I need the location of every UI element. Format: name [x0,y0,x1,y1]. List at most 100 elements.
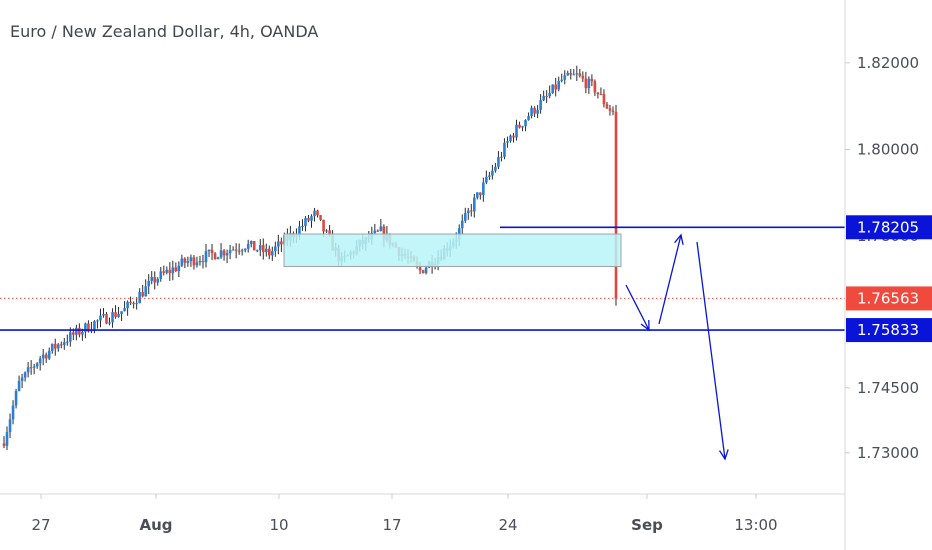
candle [584,71,588,94]
candle [557,76,561,92]
time-tick-label: Sep [631,516,663,534]
candle [207,249,211,258]
candle [536,105,539,119]
candle-body [460,220,464,229]
candle [608,105,612,116]
time-axis[interactable]: 27 Aug 10 17 24 Sep 13:00 [31,494,778,534]
candle [213,252,217,260]
candle [512,133,515,143]
candle [466,207,470,220]
candle [35,362,39,369]
candle-body [506,141,509,143]
candle-body [313,210,316,217]
candle [222,248,226,261]
candle [313,207,316,222]
candle [162,265,166,276]
candle [183,257,187,268]
candle-body [491,170,494,176]
candle-body [590,78,594,82]
candle-body [509,135,512,142]
candle [246,239,250,253]
candle [301,219,304,231]
candle-body [503,142,506,157]
candle-body [304,218,307,227]
candle-body [234,249,238,251]
candle [274,241,277,257]
candle [599,87,603,95]
candle [539,94,542,114]
candle [192,254,196,270]
candle [201,255,205,269]
candle-body [228,250,232,254]
supply-demand-zone[interactable] [283,233,622,267]
candle-body [319,215,322,220]
candle-body [274,246,277,252]
candle-body [168,269,172,274]
candle [602,89,606,108]
candle-body [11,405,15,420]
support-price-tag[interactable]: 1.75833 [846,318,932,343]
price-axis[interactable]: 1.820001.800001.780001.765001.745001.730… [845,54,932,462]
candle-body [469,210,473,212]
candle [168,262,172,281]
candle-body [240,250,244,252]
candle [59,341,63,349]
candle [566,70,570,76]
candle [108,317,111,326]
candle-body [518,124,521,128]
candle-body [237,250,241,252]
candle [527,112,530,121]
price-tick-label: 1.74500 [857,379,919,397]
candle [605,101,609,109]
candle-body [38,358,42,364]
candle-body [599,93,603,95]
candle-body [222,250,226,256]
candle-body [2,443,6,446]
projection-arrow-down[interactable] [625,284,650,332]
candle-body [268,248,271,256]
current-price-tag[interactable]: 1.76563 [846,286,932,311]
candle-body [500,156,503,158]
candle-body [533,107,536,114]
svg-text:1.75833: 1.75833 [857,321,919,339]
projection-arrow-final-down[interactable] [696,241,729,461]
candle [195,256,199,268]
resistance-price-tag[interactable]: 1.78205 [846,215,932,240]
candle-body [560,79,564,81]
candle-body [243,248,247,251]
candle [38,356,42,371]
candle-body [186,261,190,263]
projection-arrow-up[interactable] [658,233,684,325]
candle-body [494,166,497,171]
candle [376,229,380,233]
candle-body [195,262,199,266]
candle-body [75,327,78,335]
candle-body [138,292,141,304]
candle [50,343,54,354]
candle [518,121,521,129]
candle [210,244,214,261]
candle-body [144,286,147,297]
candle-body [204,251,208,263]
candle-body [32,366,36,368]
candle-body [114,312,117,317]
candle [171,260,175,281]
candle-body [587,78,591,89]
candle-body [105,313,108,324]
candle-body [424,267,428,273]
candle-body [231,249,235,251]
candle-body [463,213,467,221]
candle-body [96,320,99,322]
candle-body [264,248,268,253]
candle-body [213,253,217,260]
candle-body [545,95,548,97]
candle-body [207,249,211,252]
candle-body [41,354,45,359]
candle [497,151,500,170]
candle-body [56,344,60,349]
candle [255,249,259,253]
candle [554,77,558,97]
candle [261,238,265,260]
time-tick-label: Aug [139,516,172,534]
